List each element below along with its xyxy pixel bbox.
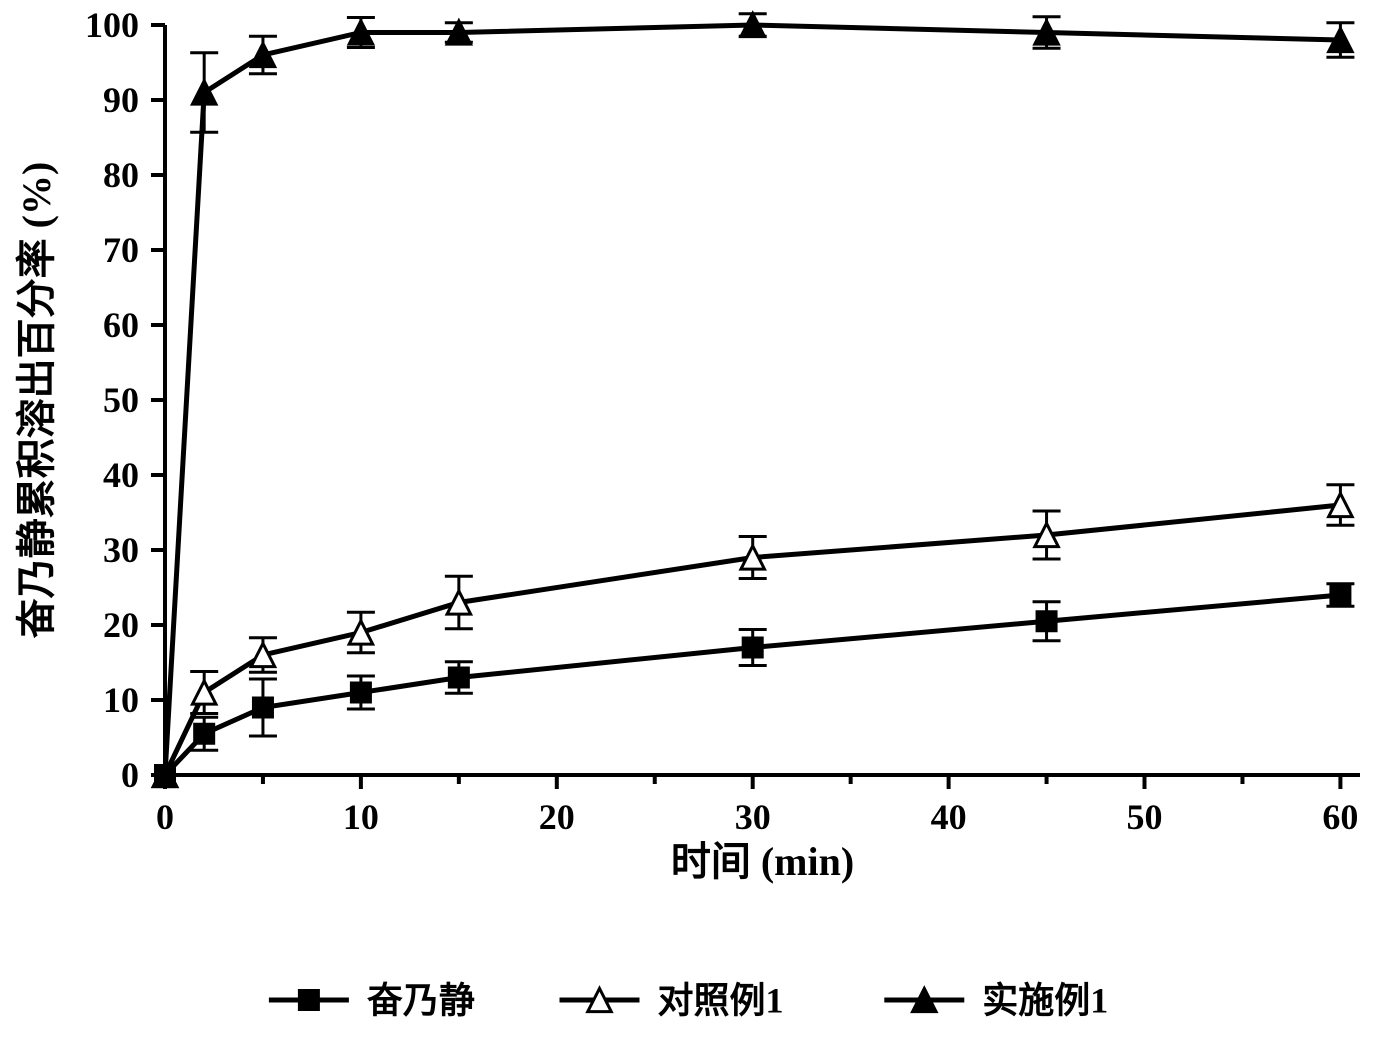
y-tick-label: 90 <box>103 80 139 120</box>
x-tick-label: 50 <box>1127 797 1163 837</box>
y-tick-label: 70 <box>103 230 139 270</box>
y-tick-label: 60 <box>103 305 139 345</box>
legend-label: 奋乃静 <box>367 981 475 1021</box>
x-tick-label: 60 <box>1322 797 1358 837</box>
chart-svg: 0 10 20 30 40 50 60 0 10 20 30 40 50 60 70 80 90 100 时间 (m… <box>0 0 1388 1056</box>
marker <box>253 698 273 718</box>
x-tick-label: 0 <box>156 797 174 837</box>
marker <box>194 724 214 744</box>
marker <box>299 990 319 1010</box>
y-tick-label: 30 <box>103 530 139 570</box>
y-tick-label: 80 <box>103 155 139 195</box>
dissolution-chart: 0 10 20 30 40 50 60 0 10 20 30 40 50 60 70 80 90 100 时间 (m… <box>0 0 1388 1056</box>
legend-label: 对照例1 <box>658 981 784 1021</box>
y-axis-label: 奋乃静累积溶出百分率 (%) <box>14 162 59 639</box>
x-tick-label: 40 <box>931 797 967 837</box>
y-tick-label: 20 <box>103 605 139 645</box>
y-tick-label: 10 <box>103 680 139 720</box>
x-axis-label: 时间 (min) <box>671 839 854 884</box>
marker <box>449 668 469 688</box>
y-tick-label: 0 <box>121 755 139 795</box>
x-tick-label: 10 <box>343 797 379 837</box>
marker <box>743 638 763 658</box>
x-tick-label: 30 <box>735 797 771 837</box>
marker <box>351 683 371 703</box>
marker <box>1330 585 1350 605</box>
marker <box>1037 611 1057 631</box>
legend-label: 实施例1 <box>982 981 1108 1021</box>
y-tick-label: 50 <box>103 380 139 420</box>
x-tick-label: 20 <box>539 797 575 837</box>
y-tick-label: 100 <box>85 5 139 45</box>
y-tick-label: 40 <box>103 455 139 495</box>
